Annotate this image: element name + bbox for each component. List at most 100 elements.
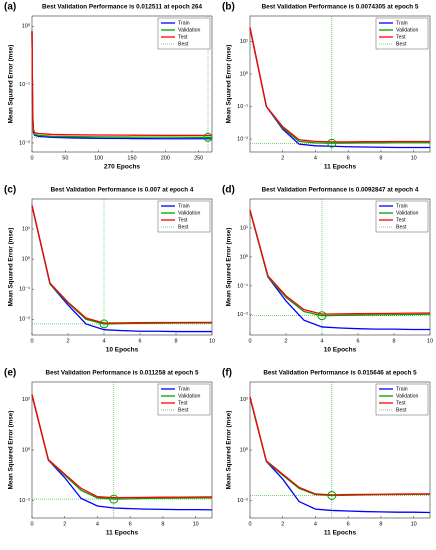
series-line [249, 28, 430, 149]
y-tick-label: 10⁻¹ [237, 283, 248, 289]
series-line [249, 210, 431, 317]
y-tick-label: 10⁻² [237, 498, 248, 504]
y-tick-label: 10⁰ [240, 253, 249, 260]
legend-label: Validation [178, 393, 201, 399]
chart-title: Best Validation Performance is 0.012511 … [42, 4, 202, 11]
best-marker [327, 138, 337, 148]
legend-label: Best [396, 224, 407, 230]
x-tick-label: 2 [281, 521, 284, 527]
y-axis-label: Mean Squared Error (mse) [8, 45, 15, 124]
legend-label: Test [178, 34, 188, 40]
chart-title: Best Validation Performance is 0.007 at … [51, 187, 194, 194]
x-tick-label: 6 [347, 155, 350, 161]
x-tick-label: 4 [102, 338, 105, 344]
series-line [31, 205, 212, 333]
chart-title: Best Validation Performance is 0.0074305… [262, 4, 419, 11]
x-tick-label: 2 [284, 338, 287, 344]
y-tick-label: 10⁻¹ [19, 287, 30, 293]
legend-label: Best [178, 41, 189, 47]
legend-label: Train [396, 203, 408, 209]
legend-label: Validation [396, 393, 419, 399]
legend-label: Validation [178, 27, 201, 33]
x-tick-label: 10 [411, 521, 417, 527]
x-tick-label: 8 [379, 521, 382, 527]
panel-label: (c) [4, 185, 16, 196]
panel-label: (d) [222, 185, 235, 196]
legend-label: Test [178, 217, 188, 223]
x-tick-label: 4 [96, 521, 99, 527]
x-tick-label: 8 [161, 521, 164, 527]
legend-label: Test [396, 217, 406, 223]
series-line [249, 210, 430, 331]
x-tick-label: 2 [66, 338, 69, 344]
y-axis-label: Mean Squared Error (mse) [226, 228, 233, 307]
y-tick-label: 10⁻² [19, 317, 30, 323]
legend-label: Best [396, 407, 407, 413]
series-line [31, 395, 213, 500]
panel: (e) Best Validation Performance is 0.0112… [4, 368, 213, 537]
y-tick-label: 10⁻² [237, 312, 248, 318]
chart-title: Best Validation Performance is 0.0092847… [262, 187, 419, 194]
series-line [31, 394, 213, 499]
y-tick-label: 10¹ [240, 39, 248, 45]
y-axis-label: Mean Squared Error (mse) [8, 411, 15, 490]
series-line [249, 209, 431, 315]
legend-label: Train [396, 386, 408, 392]
x-tick-label: 6 [347, 521, 350, 527]
chart-title: Best Validation Performance is 0.015646 … [263, 370, 417, 377]
chart-title: Best Validation Performance is 0.011258 … [46, 370, 199, 377]
best-marker [109, 494, 119, 504]
legend-label: Best [178, 224, 189, 230]
x-tick-label: 8 [174, 338, 177, 344]
y-tick-label: 10⁰ [240, 446, 249, 453]
panel: (a) Best Validation Performance is 0.0125… [4, 2, 213, 171]
best-marker [317, 311, 327, 321]
x-tick-label: 10 [193, 521, 199, 527]
panel-label: (f) [222, 368, 232, 379]
x-tick-label: 4 [314, 155, 317, 161]
x-tick-label: 0 [30, 521, 33, 527]
x-tick-label: 150 [127, 155, 136, 161]
x-axis-label: 10 Epochs [324, 347, 357, 354]
series-line [31, 30, 212, 137]
y-tick-label: 10¹ [22, 227, 30, 233]
series-line [31, 205, 212, 324]
y-tick-label: 10⁻¹ [237, 104, 248, 110]
y-tick-label: 10⁻¹ [19, 82, 30, 88]
x-tick-label: 0 [248, 521, 251, 527]
x-tick-label: 250 [194, 155, 203, 161]
legend-label: Test [396, 34, 406, 40]
legend-label: Test [178, 400, 188, 406]
x-tick-label: 8 [392, 338, 395, 344]
x-tick-label: 10 [411, 155, 417, 161]
x-tick-label: 100 [94, 155, 103, 161]
legend-label: Train [178, 203, 190, 209]
x-axis-label: 11 Epochs [106, 530, 139, 537]
x-axis-label: 11 Epochs [324, 164, 357, 171]
x-tick-label: 0 [248, 338, 251, 344]
x-tick-label: 0 [30, 338, 33, 344]
y-axis-label: Mean Squared Error (mse) [8, 228, 15, 307]
best-marker [99, 319, 109, 329]
panel: (d) Best Validation Performance is 0.0092… [222, 185, 433, 354]
y-tick-label: 10² [22, 397, 30, 403]
panel-label: (a) [4, 2, 16, 13]
legend-label: Best [178, 407, 189, 413]
x-tick-label: 50 [62, 155, 68, 161]
x-tick-label: 4 [320, 338, 323, 344]
legend-label: Train [396, 20, 408, 26]
panel: (f) Best Validation Performance is 0.0156… [222, 368, 431, 537]
x-axis-label: 270 Epochs [104, 164, 141, 171]
y-tick-label: 10⁰ [22, 446, 31, 453]
x-tick-label: 6 [356, 338, 359, 344]
legend-label: Validation [396, 210, 419, 216]
x-axis-label: 11 Epochs [324, 530, 357, 537]
x-tick-label: 8 [379, 155, 382, 161]
x-tick-label: 2 [281, 155, 284, 161]
y-tick-label: 10⁰ [240, 70, 249, 77]
x-axis-label: 10 Epochs [106, 347, 139, 354]
series-line [31, 395, 213, 511]
x-tick-label: 0 [30, 155, 33, 161]
y-tick-label: 10⁻² [19, 498, 30, 504]
